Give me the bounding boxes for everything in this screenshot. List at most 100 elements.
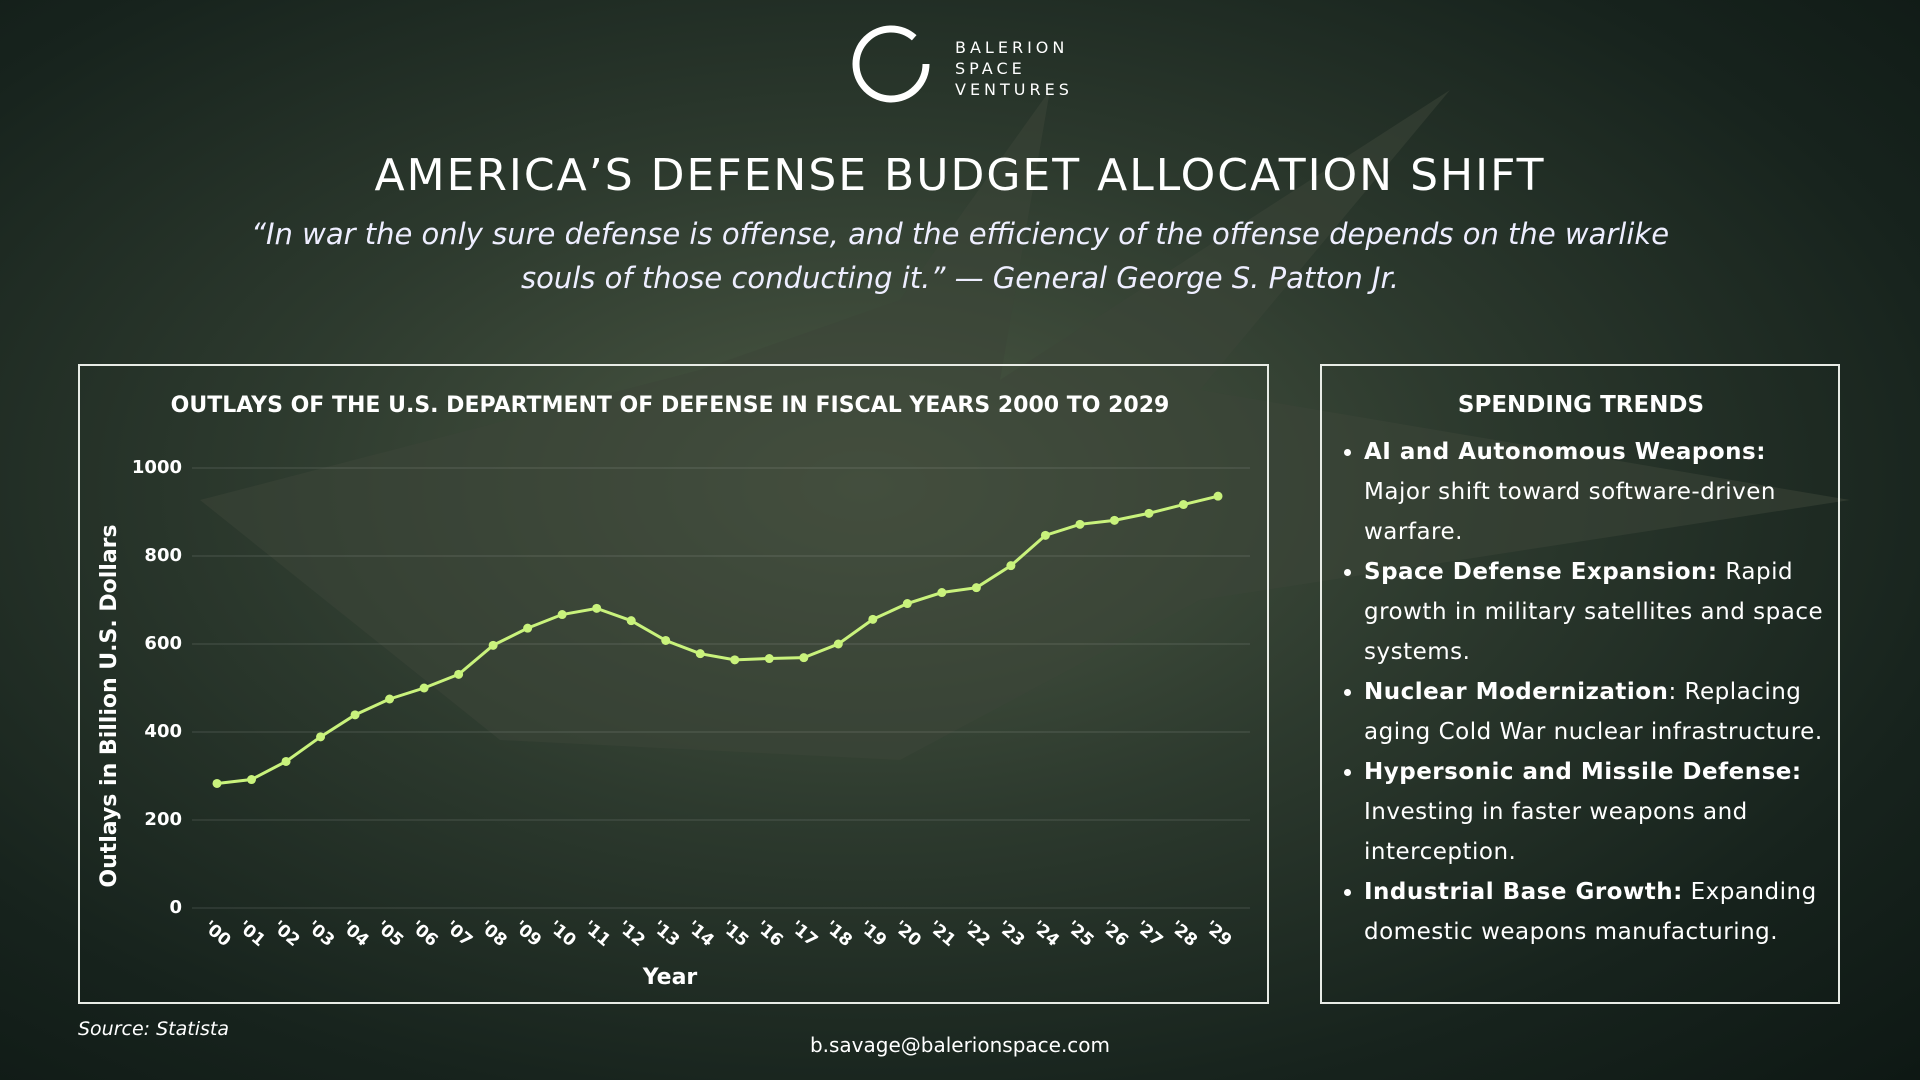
data-point	[523, 623, 533, 633]
data-point	[281, 756, 291, 766]
data-point	[661, 635, 671, 645]
data-point	[833, 639, 843, 649]
x-tick-label: '19	[855, 917, 890, 951]
x-tick-label: '04	[338, 917, 373, 951]
chart: OUTLAYS OF THE U.S. DEPARTMENT OF DEFENS…	[97, 393, 1250, 990]
x-tick-label: '17	[786, 917, 821, 951]
data-point	[902, 599, 912, 609]
panel-heading: SPENDING TRENDS	[1457, 392, 1705, 418]
data-point	[695, 649, 705, 659]
data-point	[454, 669, 464, 679]
logo-ring	[852, 25, 930, 103]
x-axis-title: Year	[642, 965, 698, 990]
x-tick-label: '12	[614, 917, 649, 951]
data-point	[626, 616, 636, 626]
trend-label: Industrial Base Growth:	[1364, 879, 1683, 905]
trend-item: Space Defense Expansion: Rapid growth in…	[1364, 552, 1826, 672]
x-tick-label: '11	[579, 917, 614, 951]
data-point	[247, 775, 257, 785]
x-tick-label: '03	[303, 917, 338, 951]
x-tick-label: '18	[821, 917, 856, 951]
quote: “In war the only sure defense is offense…	[250, 217, 1670, 295]
data-line	[216, 494, 1219, 785]
logo-text: BALERION	[955, 38, 1069, 57]
logo-text: VENTURES	[955, 80, 1073, 99]
data-point	[212, 778, 222, 788]
data-point	[1213, 491, 1223, 501]
data-point	[730, 655, 740, 665]
trend-label: Nuclear Modernization	[1364, 679, 1669, 705]
chart-title: OUTLAYS OF THE U.S. DEPARTMENT OF DEFENS…	[171, 393, 1170, 418]
x-tick-label: '23	[993, 917, 1028, 951]
x-tick-label: '16	[752, 917, 787, 951]
trend-text: Major shift toward software-driven warfa…	[1364, 479, 1776, 545]
data-point	[937, 588, 947, 598]
x-tick-label: '26	[1097, 917, 1132, 951]
y-tick-label: 400	[144, 721, 182, 742]
x-tick-label: '24	[1028, 917, 1063, 951]
x-tick-label: '15	[717, 917, 752, 951]
x-tick-label: '00	[200, 917, 235, 951]
data-point	[1109, 515, 1119, 525]
x-tick-label: '02	[269, 917, 304, 951]
x-tick-label: '28	[1166, 917, 1201, 951]
x-tick-label: '05	[372, 917, 407, 951]
trend-label: Hypersonic and Missile Defense:	[1364, 759, 1802, 785]
trend-text: : Replacing aging Cold War nuclear infra…	[1364, 679, 1823, 745]
data-point	[1006, 561, 1016, 571]
x-tick-label: '20	[890, 917, 925, 951]
x-tick-label: '09	[510, 917, 545, 951]
data-point	[1178, 500, 1188, 510]
page-title: AMERICA’S DEFENSE BUDGET ALLOCATION SHIF…	[374, 150, 1546, 201]
x-tick-label: '25	[1062, 917, 1097, 951]
x-tick-label: '27	[1131, 917, 1166, 951]
y-tick-label: 600	[144, 633, 182, 654]
x-tick-label: '10	[545, 917, 580, 951]
data-point	[764, 654, 774, 664]
data-point	[488, 640, 498, 650]
data-point	[1144, 508, 1154, 518]
x-tick-label: '22	[959, 917, 994, 951]
y-axis-title: Outlays in Billion U.S. Dollars	[97, 524, 122, 887]
x-tick-label: '14	[683, 917, 718, 951]
trend-label: Space Defense Expansion:	[1364, 559, 1718, 585]
trend-item: Hypersonic and Missile Defense: Investin…	[1364, 752, 1826, 872]
trends-panel: SPENDING TRENDS AI and Autonomous Weapon…	[1320, 364, 1840, 1004]
data-point	[1075, 519, 1085, 529]
y-tick-label: 200	[144, 809, 182, 830]
data-point	[1040, 530, 1050, 540]
x-tick-label: '13	[648, 917, 683, 951]
y-tick-label: 1000	[132, 457, 182, 478]
data-point	[419, 683, 429, 693]
data-point	[971, 583, 981, 593]
x-tick-label: '29	[1201, 917, 1236, 951]
trend-list: AI and Autonomous Weapons: Major shift t…	[1336, 432, 1826, 952]
data-point	[350, 710, 360, 720]
x-tick-label: '07	[441, 917, 476, 951]
data-point	[385, 694, 395, 704]
jet-silhouette	[200, 90, 1850, 760]
data-point	[316, 732, 326, 742]
trend-text: Investing in faster weapons and intercep…	[1364, 799, 1748, 865]
logo-text: SPACE	[955, 59, 1026, 78]
y-tick-label: 800	[144, 545, 182, 566]
x-tick-label: '08	[476, 917, 511, 951]
x-tick-label: '21	[924, 917, 959, 951]
x-tick-label: '01	[234, 917, 269, 951]
trend-item: AI and Autonomous Weapons: Major shift t…	[1364, 432, 1826, 552]
trend-item: Industrial Base Growth: Expanding domest…	[1364, 872, 1826, 952]
data-point	[557, 610, 567, 620]
y-tick-label: 0	[169, 897, 182, 918]
source: Source: Statista	[78, 1018, 229, 1040]
trend-item: Nuclear Modernization: Replacing aging C…	[1364, 672, 1826, 752]
trend-text: Expanding domestic weapons manufacturing…	[1364, 879, 1817, 945]
trend-label: AI and Autonomous Weapons:	[1364, 439, 1766, 465]
data-point	[868, 614, 878, 624]
trend-text: Rapid growth in military satellites and …	[1364, 559, 1824, 665]
chart-frame: OUTLAYS OF THE U.S. DEPARTMENT OF DEFENS…	[78, 364, 1269, 1004]
x-tick-label: '06	[407, 917, 442, 951]
email: b.savage@balerionspace.com	[809, 1033, 1111, 1057]
data-point	[799, 653, 809, 663]
